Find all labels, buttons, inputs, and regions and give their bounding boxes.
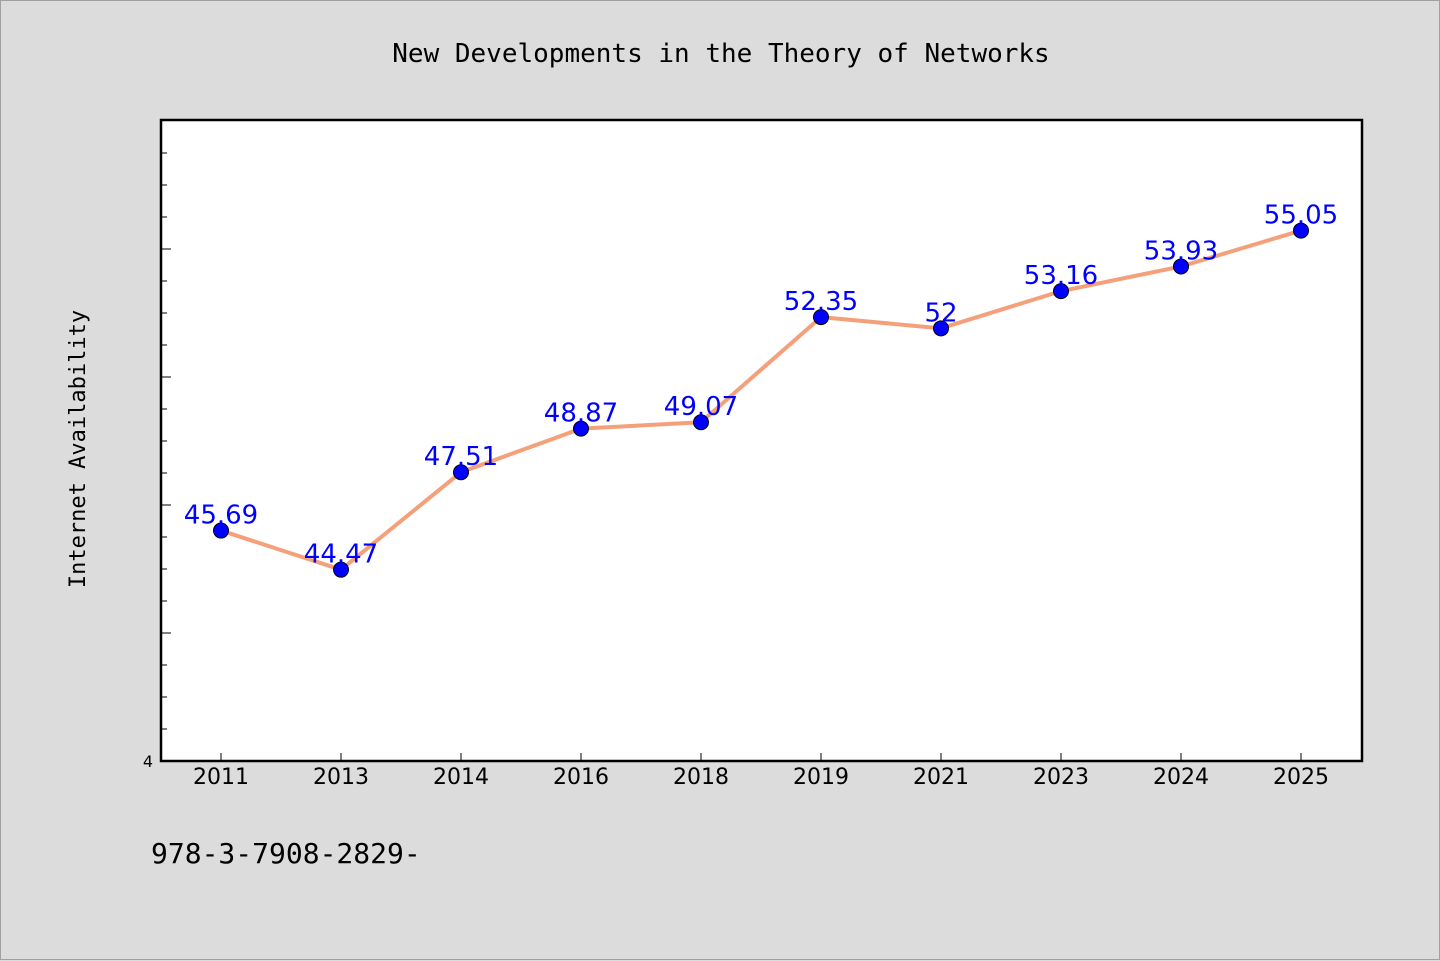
chart-title: New Developments in the Theory of Networ… [392,39,1049,69]
data-label: 53.93 [1144,236,1218,266]
series-group: 45.69 44.47 47.51 48.87 49.07 52.35 52 53.16 53.… [184,201,1338,578]
data-point [213,522,229,539]
x-tick-label: 2014 [433,765,489,790]
data-label: 47.51 [424,442,498,472]
data-label: 52.35 [784,287,858,317]
footer-code: 978-3-7908-2829- [151,837,421,870]
data-point [333,561,349,578]
data-point [933,320,949,337]
series-line [220,228,1302,572]
data-point [1173,258,1189,275]
data-point [693,414,709,431]
data-point [1293,222,1309,239]
x-axis-ticks: 2011 2013 2014 2016 2018 2019 2021 2023 2024 2025 [193,753,1329,790]
x-tick-label: 2023 [1033,765,1089,790]
data-label: 49.07 [664,392,738,422]
data-point [573,420,589,437]
data-label: 53.16 [1024,261,1098,291]
y-axis-label: Internet Availability [66,310,91,588]
y-axis-ticks: 4 [143,152,171,771]
x-tick-label: 2025 [1273,765,1329,790]
plot-area [159,118,1364,763]
data-point [813,309,829,326]
x-tick-label: 2021 [913,765,969,790]
data-point [453,464,469,481]
data-label: 55.05 [1264,201,1338,231]
x-tick-label: 2018 [673,765,729,790]
x-tick-label: 2013 [313,765,369,790]
x-tick-label: 2019 [793,765,849,790]
data-point [1053,283,1069,300]
data-label: 45.69 [184,501,258,531]
data-label: 44.47 [304,540,378,570]
x-tick-label: 2024 [1153,765,1209,790]
data-label: 52 [924,298,957,328]
data-label: 48.87 [544,399,618,429]
x-tick-label: 2016 [553,765,609,790]
y-tick-label: 4 [143,752,153,771]
x-tick-label: 2011 [193,765,249,790]
